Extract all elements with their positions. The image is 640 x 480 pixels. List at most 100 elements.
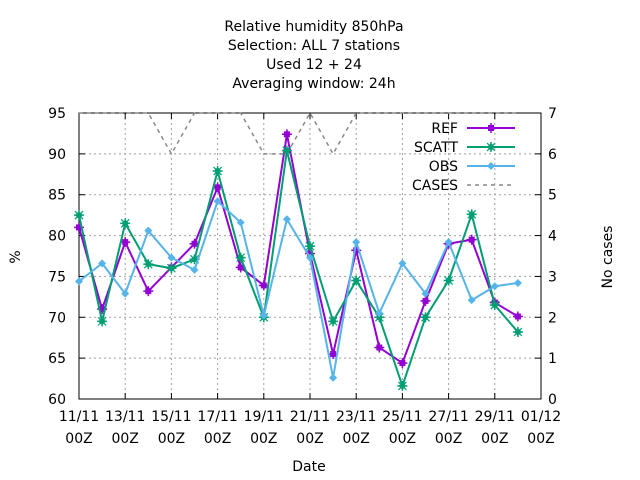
x-tick-label: 17/11 <box>197 409 237 425</box>
series-obs <box>75 197 522 382</box>
y2-tick-label: 1 <box>548 351 557 367</box>
data-point <box>328 316 339 327</box>
data-point <box>374 342 385 353</box>
data-point <box>120 218 131 229</box>
y2-tick-label: 2 <box>548 310 557 326</box>
data-point <box>352 238 361 247</box>
y2-tick-label: 5 <box>548 188 557 204</box>
data-point <box>374 312 385 323</box>
x-tick-label-hour: 00Z <box>111 431 138 447</box>
y2-tick-label: 0 <box>548 392 557 408</box>
data-point <box>329 373 338 382</box>
y-tick-label: 85 <box>48 188 66 204</box>
y-tick-label: 60 <box>48 392 66 408</box>
x-tick-label: 23/11 <box>336 409 376 425</box>
series-line-ref <box>78 133 519 365</box>
x-tick-label-hour: 00Z <box>296 431 323 447</box>
series-ref <box>74 129 523 369</box>
data-point <box>258 280 269 291</box>
series-scatt <box>74 145 523 391</box>
data-point <box>259 311 268 320</box>
data-point <box>282 215 291 224</box>
data-point <box>466 234 477 245</box>
title-line-3: Averaging window: 24h <box>232 76 395 92</box>
x-tick-label: 01/12 <box>521 409 561 425</box>
data-point <box>281 129 292 140</box>
data-point <box>235 252 246 263</box>
legend-marker <box>486 142 496 152</box>
data-point <box>121 289 130 298</box>
y-tick-label: 90 <box>48 147 66 163</box>
data-point <box>513 278 522 287</box>
legend-label-ref: REF <box>431 121 458 137</box>
data-point <box>490 282 499 291</box>
x-tick-label-hour: 00Z <box>481 431 508 447</box>
data-point <box>98 259 107 268</box>
data-point <box>512 311 523 322</box>
series-line-obs <box>78 200 519 379</box>
data-point <box>306 253 314 262</box>
data-point <box>190 265 199 274</box>
data-point <box>144 226 153 235</box>
data-point <box>443 275 454 286</box>
data-point <box>166 263 177 274</box>
x-tick-label: 19/11 <box>244 409 284 425</box>
title-line-0: Relative humidity 850hPa <box>224 19 403 35</box>
x-tick-label: 15/11 <box>151 409 191 425</box>
y2-axis-ticks: 0 1 2 3 4 5 6 7 <box>548 106 557 408</box>
data-point <box>143 259 154 270</box>
data-point <box>375 309 384 318</box>
data-point <box>421 289 430 298</box>
y-tick-label: 80 <box>48 229 66 245</box>
y2-tick-label: 3 <box>548 269 557 285</box>
y2-tick-label: 7 <box>548 106 557 122</box>
x-tick-label-hour: 00Z <box>342 431 369 447</box>
x-tick-label: 11/11 <box>59 409 99 425</box>
data-point <box>398 259 407 268</box>
legend-marker <box>487 162 495 170</box>
x-tick-label-hour: 00Z <box>435 431 462 447</box>
data-point <box>351 275 362 286</box>
y-tick-label: 75 <box>48 269 66 285</box>
series-layer <box>74 112 523 391</box>
data-point <box>213 197 222 206</box>
x-tick-label-hour: 00Z <box>204 431 231 447</box>
data-point <box>444 238 453 247</box>
x-tick-label-hour: 00Z <box>389 431 416 447</box>
data-point <box>74 210 84 221</box>
title-line-2: Used 12 + 24 <box>266 57 362 73</box>
grid-lines <box>79 113 541 399</box>
x-tick-label: 13/11 <box>105 409 145 425</box>
data-point <box>512 326 523 337</box>
legend: REF SCATT OBS CASES <box>412 121 515 194</box>
chart-title: Relative humidity 850hPa Selection: ALL 7… <box>224 19 403 92</box>
data-point <box>143 286 154 297</box>
data-point <box>236 218 245 227</box>
x-tick-label: 21/11 <box>290 409 330 425</box>
x-tick-label: 25/11 <box>382 409 422 425</box>
data-point <box>397 380 408 391</box>
y-axis-ticks: 60 65 70 75 80 85 90 95 <box>48 106 541 408</box>
x-tick-label-hour: 00Z <box>158 431 185 447</box>
y-axis-label: % <box>8 250 24 263</box>
legend-label-obs: OBS <box>429 159 458 175</box>
title-line-1: Selection: ALL 7 stations <box>228 38 400 54</box>
y2-axis-label: No cases <box>600 226 616 289</box>
y2-tick-label: 4 <box>548 229 557 245</box>
legend-label-cases: CASES <box>412 178 458 194</box>
data-point <box>75 277 83 286</box>
x-tick-label-hour: 00Z <box>527 431 554 447</box>
x-axis-ticks: 11/11 00Z 13/11 00Z 15/11 00Z 17/11 00Z 19/11 00Z… <box>59 113 561 447</box>
data-point <box>120 237 131 248</box>
y-tick-label: 65 <box>48 351 66 367</box>
x-tick-label-hour: 00Z <box>65 431 92 447</box>
data-point <box>467 296 476 305</box>
data-point <box>305 241 315 252</box>
data-point <box>281 145 292 156</box>
data-point <box>97 316 108 327</box>
data-point <box>397 358 408 369</box>
legend-label-scatt: SCATT <box>414 140 458 156</box>
x-axis-label: Date <box>292 459 325 475</box>
data-point <box>420 295 431 306</box>
